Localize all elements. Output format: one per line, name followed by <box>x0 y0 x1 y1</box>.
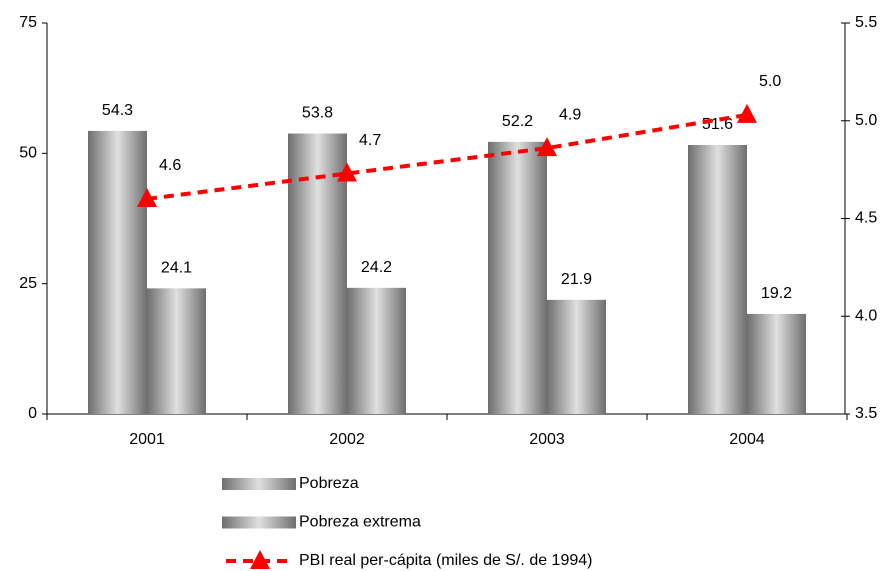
legend-swatch <box>222 516 296 529</box>
legend-swatch <box>222 478 296 490</box>
y2-tick-label: 3.5 <box>855 405 877 422</box>
bar <box>488 141 547 414</box>
y2-tick-label: 5.0 <box>855 112 877 129</box>
line <box>146 112 748 201</box>
line-label: 4.7 <box>359 132 381 149</box>
y-tick-label: 50 <box>19 145 37 162</box>
y2-tick-label: 4.0 <box>855 307 877 324</box>
y-tick-label: 75 <box>19 14 37 31</box>
line-label: 4.9 <box>559 106 581 123</box>
line-label: 5.0 <box>759 73 781 90</box>
legend-label: Pobreza <box>299 475 359 492</box>
bar-label: 24.2 <box>361 259 392 276</box>
bar <box>747 313 806 414</box>
bar-label: 21.9 <box>561 271 592 288</box>
line-point <box>137 187 157 207</box>
bar <box>347 287 406 414</box>
y-tick-label: 25 <box>19 275 37 292</box>
bar <box>547 299 606 414</box>
legend-label: PBI real per-cápita (miles de S/. de 199… <box>299 552 592 569</box>
y2-tick-label: 5.5 <box>855 14 877 31</box>
bar-label: 19.2 <box>761 285 792 302</box>
y-tick-label: 0 <box>28 405 37 422</box>
x-tick-label: 2001 <box>129 431 165 448</box>
x-tick-label: 2003 <box>529 431 565 448</box>
x-tick-label: 2002 <box>329 431 365 448</box>
legend-marker <box>250 550 270 569</box>
bar <box>147 288 206 414</box>
x-tick-label: 2004 <box>729 431 765 448</box>
line-point <box>737 103 757 123</box>
bar <box>88 130 147 414</box>
bar-label: 54.3 <box>102 102 133 119</box>
line-point <box>337 162 357 182</box>
bar-label: 24.1 <box>161 260 192 277</box>
line-label: 4.6 <box>159 157 181 174</box>
bar <box>288 133 347 415</box>
line-point <box>537 137 557 157</box>
legend-label: Pobreza extrema <box>299 514 421 531</box>
bar-label: 52.2 <box>502 113 533 130</box>
bar-label: 53.8 <box>302 105 333 122</box>
y2-tick-label: 4.5 <box>855 210 877 227</box>
bar <box>688 144 747 414</box>
